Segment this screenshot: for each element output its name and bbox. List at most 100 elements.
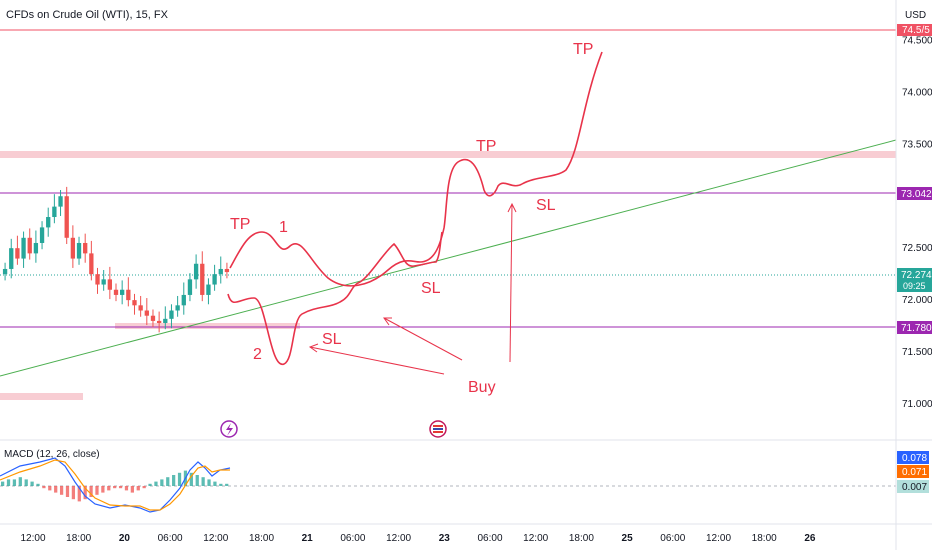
- annotation-wave-1: 1: [279, 219, 288, 236]
- candle-body: [218, 268, 223, 275]
- macd-histogram-bar: [12, 479, 17, 486]
- candle-body: [58, 196, 63, 207]
- svg-text:71.780: 71.780: [901, 323, 932, 334]
- signal-line: [0, 459, 230, 511]
- time-tick-label: 06:00: [477, 533, 502, 544]
- macd-histogram-bar: [130, 486, 134, 493]
- macd-histogram-bar: [166, 477, 170, 486]
- candle-body: [144, 310, 149, 316]
- macd-histogram-bar: [154, 481, 158, 486]
- macd-histogram-bar: [54, 486, 58, 493]
- candle-body: [132, 300, 137, 306]
- svg-text:74.5/5: 74.5/5: [902, 25, 930, 36]
- annotation-tp-3: TP: [573, 41, 593, 58]
- macd-histogram-bar: [95, 486, 99, 495]
- macd-histogram-bar: [207, 479, 211, 486]
- candle-body: [52, 206, 57, 218]
- time-tick-label: 12:00: [386, 533, 411, 544]
- resistance-price-badge: 73.042: [897, 187, 932, 200]
- time-tick-label: 25: [622, 533, 634, 544]
- candle-body: [95, 274, 100, 285]
- annotation-wave-2: 2: [253, 346, 262, 363]
- candle-body: [169, 310, 174, 319]
- histogram-badge: 0.007: [897, 480, 929, 493]
- candle-body: [89, 253, 94, 275]
- svg-text:73.042: 73.042: [901, 189, 932, 200]
- currency-label: USD: [905, 10, 926, 21]
- candle-body: [175, 305, 180, 311]
- candle-body: [187, 279, 193, 295]
- candle-body: [9, 248, 14, 269]
- svg-text:72.274: 72.274: [901, 270, 932, 281]
- candle-body: [46, 217, 51, 228]
- macd-histogram-bar: [148, 483, 152, 486]
- signal-badge: 0.071: [897, 465, 929, 478]
- projection-path-upper: [229, 51, 603, 287]
- macd-histogram-bar: [48, 486, 52, 491]
- annotation-tp-1: TP: [230, 216, 250, 233]
- time-tick-label: 26: [804, 533, 816, 544]
- price-tick-label: 72.500: [902, 243, 932, 254]
- time-tick-label: 12:00: [20, 533, 45, 544]
- macd-histogram-bar: [30, 481, 34, 486]
- time-axis-ticks: 12:00 18:00 20 06:00 12:00 18:00 21 06:00 12:00 2…: [20, 533, 815, 544]
- price-tick-label: 71.500: [902, 347, 932, 358]
- macd-histogram-bar: [24, 479, 28, 486]
- candle-body: [39, 227, 45, 243]
- svg-text:09:25: 09:25: [903, 281, 926, 291]
- price-tick-label: 73.500: [902, 139, 932, 150]
- candle-body: [83, 242, 88, 254]
- time-tick-label: 12:00: [203, 533, 228, 544]
- macd-histogram-bar: [113, 486, 117, 489]
- candle-body: [156, 320, 162, 323]
- svg-text:0.007: 0.007: [902, 482, 927, 493]
- time-tick-label: 18:00: [752, 533, 777, 544]
- macd-histogram-bar: [189, 472, 193, 486]
- annotation-sl-2: SL: [421, 280, 441, 297]
- candle-body: [15, 248, 20, 259]
- annotation-sl-1: SL: [322, 331, 342, 348]
- macd-histogram-bar: [42, 486, 46, 489]
- time-tick-label: 12:00: [523, 533, 548, 544]
- time-tick-label: 18:00: [569, 533, 594, 544]
- time-tick-label: 06:00: [660, 533, 685, 544]
- us-flag-event-icon[interactable]: [429, 420, 447, 438]
- svg-text:0.078: 0.078: [902, 453, 927, 464]
- time-tick-label: 18:00: [249, 533, 274, 544]
- candle-body: [120, 289, 125, 295]
- macd-histogram-bar: [89, 486, 93, 497]
- candle-body: [163, 318, 168, 323]
- support-zone: [115, 323, 300, 329]
- macd-histogram-bar: [101, 486, 105, 493]
- candle-body: [138, 305, 143, 311]
- time-tick-label: 06:00: [340, 533, 365, 544]
- macd-histogram-bar: [201, 477, 205, 486]
- symbol-title: CFDs on Crude Oil (WTI), 15, FX: [6, 9, 169, 21]
- macd-histogram-bar: [18, 477, 22, 486]
- annotation-buy: Buy: [468, 379, 496, 396]
- macd-label: MACD (12, 26, close): [4, 449, 100, 460]
- macd-histogram-bar: [136, 486, 140, 491]
- candle-body: [27, 237, 32, 254]
- macd-histogram-bar: [195, 475, 199, 486]
- candle-body: [107, 279, 112, 290]
- macd-histogram-bar: [213, 481, 217, 486]
- time-tick-label: 18:00: [66, 533, 91, 544]
- lower-zone: [0, 393, 83, 400]
- svg-text:0.071: 0.071: [902, 467, 927, 478]
- time-tick-label: 06:00: [158, 533, 183, 544]
- lightning-event-icon[interactable]: [220, 420, 238, 438]
- buy-arrows: [308, 202, 517, 375]
- macd-histogram-bar: [160, 479, 164, 486]
- candle-body: [33, 242, 39, 254]
- macd-histogram-bar: [71, 486, 76, 500]
- price-tick-label: 74.500: [902, 35, 932, 46]
- macd-histogram-bar: [177, 472, 182, 486]
- candle-body: [101, 279, 106, 285]
- macd-histogram-bar: [65, 486, 70, 497]
- price-tick-label: 72.000: [902, 295, 932, 306]
- macd-histogram-bar: [118, 486, 123, 489]
- macd-histogram-bar: [77, 486, 81, 502]
